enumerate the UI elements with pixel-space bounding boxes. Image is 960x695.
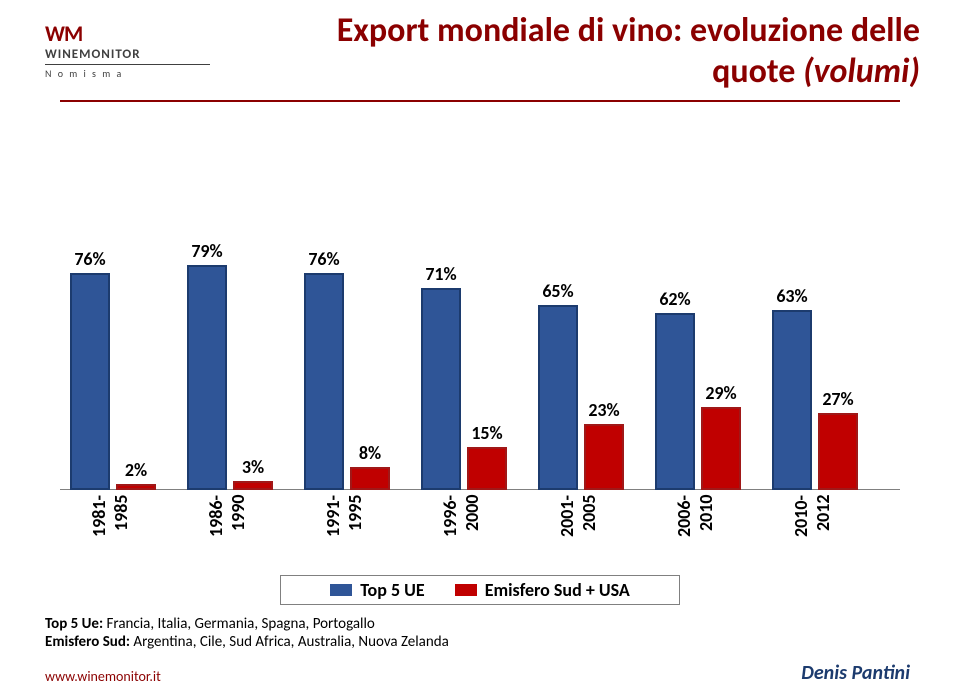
- chart-legend: Top 5 UE Emisfero Sud + USA: [280, 575, 680, 605]
- legend-swatch: [330, 584, 352, 596]
- x-tick-label: 1991-1995: [322, 495, 382, 560]
- bar-emisfero: [584, 424, 624, 490]
- note1-bold: Top 5 Ue:: [45, 615, 107, 633]
- bar-emisfero: [701, 407, 741, 490]
- logo-icon: WM: [45, 20, 210, 47]
- title-line2a: quote: [712, 51, 803, 92]
- bar-emisfero: [350, 467, 390, 490]
- x-tick-label: 2001-2005: [556, 495, 616, 560]
- footer-author: Denis Pantini: [801, 661, 910, 685]
- title-line1: Export mondiale di vino: evoluzione dell…: [337, 10, 920, 51]
- x-tick-label: 2006-2010: [673, 495, 733, 560]
- bar-top5ue: [421, 288, 461, 490]
- chart-title: Export mondiale di vino: evoluzione dell…: [240, 10, 920, 92]
- bar-top5ue: [187, 265, 227, 490]
- legend-swatch: [455, 584, 477, 596]
- legend-label: Emisfero Sud + USA: [485, 579, 630, 601]
- legend-item: Top 5 UE: [330, 579, 425, 601]
- chart-notes: Top 5 Ue: Francia, Italia, Germania, Spa…: [45, 615, 449, 651]
- bar-top5ue: [538, 305, 578, 490]
- bar-top5ue: [304, 273, 344, 490]
- bar-label: 63%: [772, 285, 812, 307]
- header: WM WINEMONITOR N o m i s m a Export mond…: [0, 0, 960, 90]
- bar-label: 65%: [538, 280, 578, 302]
- logo-name: WINEMONITOR: [45, 47, 210, 62]
- bar-label: 3%: [233, 456, 273, 478]
- bar-label: 15%: [467, 422, 507, 444]
- x-tick-label: 2010-2012: [790, 495, 850, 560]
- title-line2b: (volumi): [803, 51, 920, 92]
- bar-emisfero: [467, 447, 507, 490]
- bar-label: 76%: [304, 248, 344, 270]
- bar-label: 76%: [70, 248, 110, 270]
- footer-url: www.winemonitor.it: [45, 668, 161, 685]
- legend-label: Top 5 UE: [360, 579, 425, 601]
- x-tick-label: 1986-1990: [205, 495, 265, 560]
- x-tick-label: 1996-2000: [439, 495, 499, 560]
- bar-label: 2%: [116, 459, 156, 481]
- bar-emisfero: [116, 484, 156, 490]
- bar-label: 29%: [701, 382, 741, 404]
- logo-subtitle: N o m i s m a: [45, 67, 210, 80]
- bar-emisfero: [233, 481, 273, 490]
- bar-label: 71%: [421, 263, 461, 285]
- note2-rest: Argentina, Cile, Sud Africa, Australia, …: [133, 633, 448, 651]
- bar-emisfero: [818, 413, 858, 490]
- bar-top5ue: [772, 310, 812, 490]
- title-rule: [60, 100, 900, 102]
- bar-label: 8%: [350, 442, 390, 464]
- logo: WM WINEMONITOR N o m i s m a: [45, 20, 210, 80]
- note1-rest: Francia, Italia, Germania, Spagna, Porto…: [107, 615, 375, 633]
- bar-label: 62%: [655, 288, 695, 310]
- bar-label: 79%: [187, 240, 227, 262]
- bar-top5ue: [70, 273, 110, 490]
- note2-bold: Emisfero Sud:: [45, 633, 133, 651]
- bar-chart: 76% 2% 1981-1985 79% 3% 1986-1990 76% 8% 1991-19…: [70, 130, 890, 560]
- bar-label: 23%: [584, 399, 624, 421]
- x-tick-label: 1981-1985: [88, 495, 148, 560]
- legend-item: Emisfero Sud + USA: [455, 579, 630, 601]
- bar-top5ue: [655, 313, 695, 490]
- logo-divider: [45, 64, 210, 65]
- bar-label: 27%: [818, 388, 858, 410]
